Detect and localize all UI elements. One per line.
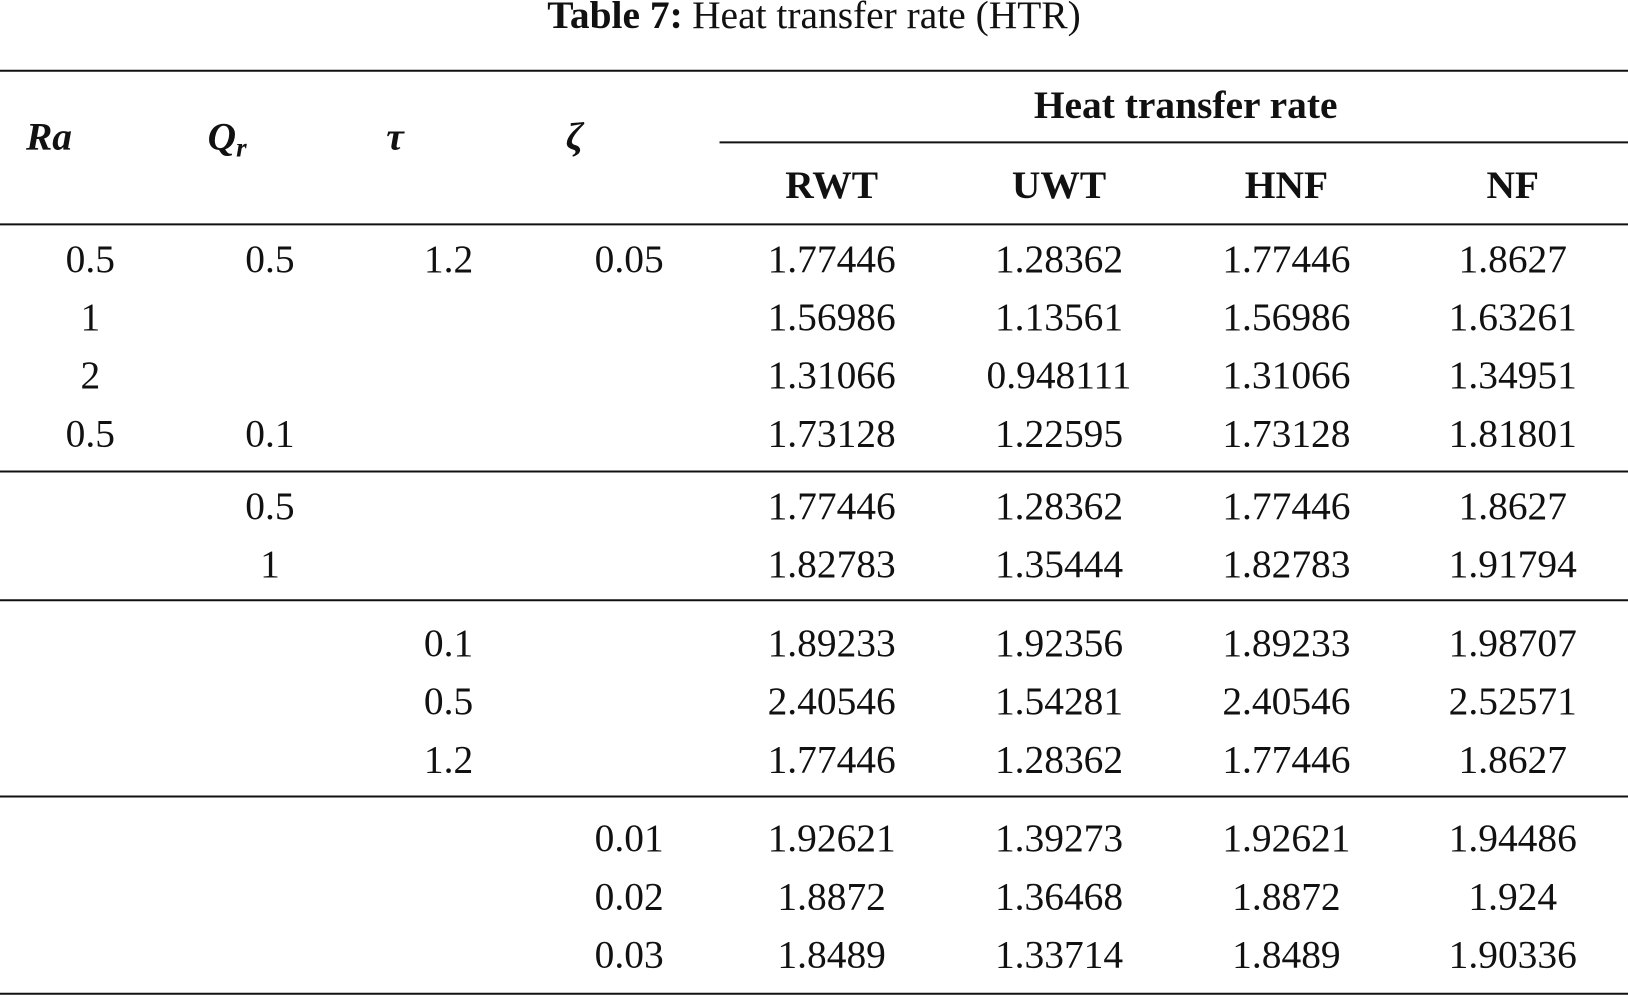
header-group: Heat transfer rate <box>1034 83 1338 127</box>
cell: 1.31066 <box>768 353 896 397</box>
cell: 0.05 <box>595 237 664 281</box>
cell: 1.8872 <box>1232 874 1340 918</box>
cell: 1.28362 <box>995 237 1123 281</box>
cell: 1.92621 <box>768 816 896 860</box>
header-qr-main: Q <box>208 114 236 158</box>
cell: 1.77446 <box>768 237 896 281</box>
cell: 1.34951 <box>1449 353 1577 397</box>
cell: 2.40546 <box>768 679 896 723</box>
cell: 1.8627 <box>1459 484 1567 528</box>
cell: 1.92621 <box>1222 816 1350 860</box>
cell: 1.8489 <box>1232 932 1340 976</box>
cell: 1.13561 <box>995 295 1123 339</box>
header-qr: Qr <box>208 114 247 163</box>
cell: 1.2 <box>424 737 473 781</box>
cell: 1.81801 <box>1449 411 1577 455</box>
cell: 1.924 <box>1468 874 1557 918</box>
header-column: RWT <box>785 163 878 207</box>
cell: 1.98707 <box>1449 621 1577 665</box>
cell: 1.77446 <box>1222 237 1350 281</box>
cell: 0.1 <box>424 621 473 665</box>
cell: 0.1 <box>245 411 294 455</box>
cell: 1.22595 <box>995 411 1123 455</box>
cell: 1.28362 <box>995 484 1123 528</box>
cell: 0.948111 <box>987 353 1132 397</box>
caption: Table 7: Heat transfer rate (HTR) <box>547 0 1081 37</box>
cell: 1.77446 <box>768 484 896 528</box>
cell: 1.28362 <box>995 737 1123 781</box>
cell: 1.94486 <box>1449 816 1577 860</box>
caption-label: Table 7: <box>547 0 683 37</box>
cell: 1.92356 <box>995 621 1123 665</box>
cell: 1.31066 <box>1222 353 1350 397</box>
cell: 1.91794 <box>1449 542 1577 586</box>
cell: 1.36468 <box>995 874 1123 918</box>
cell: 0.5 <box>245 484 294 528</box>
cell: 0.02 <box>595 874 664 918</box>
cell: 1 <box>260 542 280 586</box>
cell: 1.8627 <box>1459 237 1567 281</box>
cell: 1 <box>80 295 100 339</box>
header-zeta: ζ <box>566 114 585 158</box>
cell: 2.40546 <box>1222 679 1350 723</box>
cell: 1.89233 <box>1222 621 1350 665</box>
cell: 1.89233 <box>768 621 896 665</box>
cell: 1.56986 <box>1222 295 1350 339</box>
cell: 1.8627 <box>1459 737 1567 781</box>
cell: 1.63261 <box>1449 295 1577 339</box>
cell: 1.82783 <box>1222 542 1350 586</box>
header-column: NF <box>1486 163 1539 207</box>
cell: 0.5 <box>424 679 473 723</box>
cell: 0.5 <box>66 411 115 455</box>
header-column: HNF <box>1245 163 1328 207</box>
cell: 0.03 <box>595 932 664 976</box>
cell: 1.73128 <box>768 411 896 455</box>
cell: 1.2 <box>424 237 473 281</box>
cell: 1.90336 <box>1449 932 1577 976</box>
cell: 1.54281 <box>995 679 1123 723</box>
cell: 0.01 <box>595 816 664 860</box>
cell: 2.52571 <box>1449 679 1577 723</box>
cell: 1.8872 <box>777 874 885 918</box>
cell: 1.82783 <box>768 542 896 586</box>
cell: 2 <box>80 353 100 397</box>
header-ra: Ra <box>25 114 72 158</box>
cell: 1.35444 <box>995 542 1123 586</box>
cell: 1.77446 <box>1222 484 1350 528</box>
cell: 1.77446 <box>768 737 896 781</box>
header-tau: τ <box>386 114 405 158</box>
cell: 1.33714 <box>995 932 1123 976</box>
cell: 1.56986 <box>768 295 896 339</box>
cell: 0.5 <box>66 237 115 281</box>
cell: 1.8489 <box>777 932 885 976</box>
header-qr-sub: r <box>236 133 247 163</box>
cell: 1.77446 <box>1222 737 1350 781</box>
cell: 1.73128 <box>1222 411 1350 455</box>
cell: 1.39273 <box>995 816 1123 860</box>
caption-text: Heat transfer rate (HTR) <box>692 0 1081 37</box>
header-column: UWT <box>1012 163 1106 207</box>
cell: 0.5 <box>245 237 294 281</box>
